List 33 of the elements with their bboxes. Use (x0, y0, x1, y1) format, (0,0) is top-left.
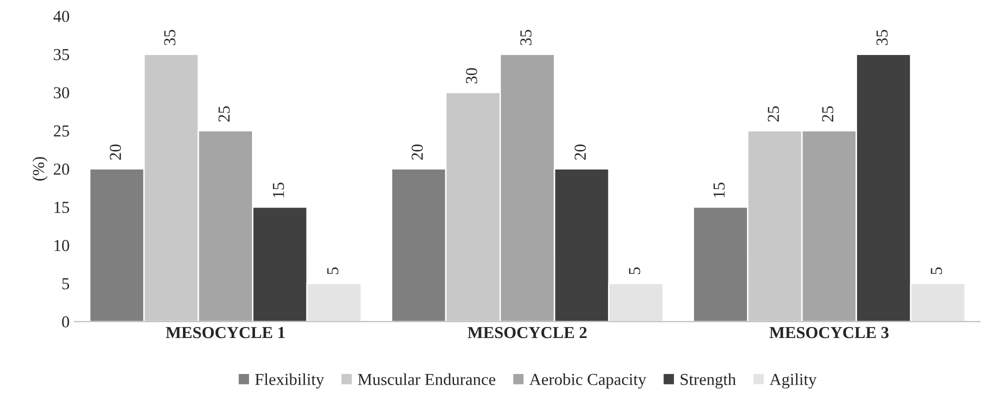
data-label: 35 (520, 30, 532, 46)
data-label: 25 (822, 106, 834, 122)
legend-label: Muscular Endurance (358, 373, 496, 386)
data-label: 20 (412, 144, 423, 160)
data-label: 20 (574, 144, 586, 160)
legend-label: Strength (680, 373, 736, 389)
data-label: 25 (218, 106, 230, 122)
legend-label: Aerobic Capacity (529, 373, 646, 389)
data-label: 5 (629, 267, 640, 274)
y-axis-title: (%) (32, 157, 48, 181)
x-tick-label: MESOCYCLE 1 (166, 326, 285, 338)
data-label: 25 (768, 106, 780, 122)
data-label: 35 (164, 30, 176, 46)
x-tick-label: MESOCYCLE 3 (769, 326, 889, 338)
y-tick-label: 30 (54, 87, 70, 98)
data-label: 35 (876, 30, 888, 46)
y-tick-label: 10 (54, 240, 70, 252)
data-label: 15 (714, 182, 725, 198)
y-tick-label: 0 (62, 316, 70, 328)
data-label: 5 (930, 267, 942, 274)
y-tick-label: 5 (62, 278, 70, 290)
legend-label: Flexibility (255, 373, 324, 389)
y-tick-label: 25 (54, 125, 70, 137)
y-tick-label: 20 (54, 164, 70, 175)
y-tick-label: 15 (54, 202, 70, 213)
legend-label: Agility (770, 373, 817, 389)
data-label: 5 (327, 267, 338, 274)
data-label: 20 (110, 144, 122, 160)
y-tick-label: 40 (53, 10, 70, 22)
x-tick-label: MESOCYCLE 2 (468, 326, 587, 338)
data-label: 30 (466, 68, 478, 84)
y-tick-label: 35 (54, 49, 70, 60)
data-label: 15 (272, 182, 284, 198)
